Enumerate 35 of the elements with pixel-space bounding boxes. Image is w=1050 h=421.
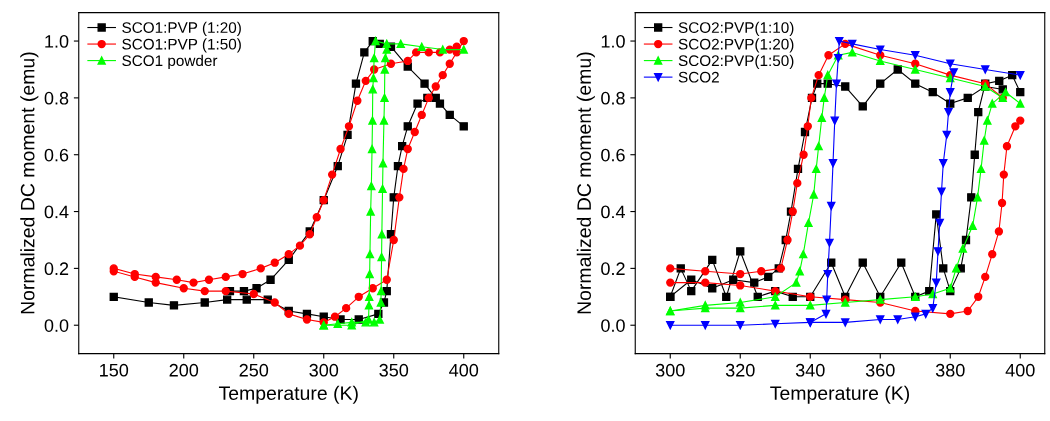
y-axis-title: Normalized DC moment (emu) — [576, 52, 595, 314]
y-tick-label: 0.0 — [601, 319, 625, 332]
y-tick-label: 0.2 — [44, 262, 69, 276]
y-tick-label: 0.8 — [44, 91, 69, 105]
x-tick-label: 350 — [379, 363, 409, 377]
x-tick-label: 150 — [100, 363, 129, 377]
x-axis-title: Temperature (K) — [770, 385, 910, 404]
x-tick-label: 380 — [935, 363, 965, 377]
y-tick-label: 0.2 — [601, 262, 625, 276]
legend-label: SCO1:PVP (1:50) — [122, 38, 241, 53]
x-axis-title: Temperature (K) — [218, 385, 358, 404]
y-tick-label: 0.4 — [601, 205, 625, 219]
y-tick-label: 0.6 — [601, 148, 625, 162]
y-tick-label: 0.0 — [44, 319, 69, 332]
y-tick-label: 1.0 — [45, 34, 69, 48]
y-tick-label: 1.0 — [601, 34, 625, 48]
x-tick-label: 200 — [169, 363, 199, 377]
y-tick-label: 0.8 — [601, 91, 625, 105]
x-tick-label: 300 — [309, 363, 339, 377]
legend-label: SCO2:PVP(1:20) — [678, 38, 794, 53]
x-tick-label: 340 — [795, 363, 825, 377]
y-tick-label: 0.4 — [44, 205, 69, 219]
x-tick-label: 400 — [449, 363, 479, 377]
y-axis-title: Normalized DC moment (emu) — [20, 52, 39, 314]
x-tick-label: 360 — [865, 363, 895, 377]
x-tick-label: 400 — [1005, 363, 1035, 377]
legend-label: SCO2 — [678, 71, 719, 83]
legend-label: SCO2:PVP(1:10) — [678, 21, 794, 37]
x-tick-label: 250 — [239, 363, 269, 377]
legend-label: SCO2:PVP(1:50) — [678, 54, 794, 70]
legend-label: SCO1 powder — [122, 54, 218, 70]
y-tick-label: 0.6 — [44, 148, 69, 162]
legend-label: SCO1:PVP (1:20) — [122, 21, 241, 37]
x-tick-label: 320 — [725, 363, 755, 377]
x-tick-label: 300 — [655, 363, 685, 377]
